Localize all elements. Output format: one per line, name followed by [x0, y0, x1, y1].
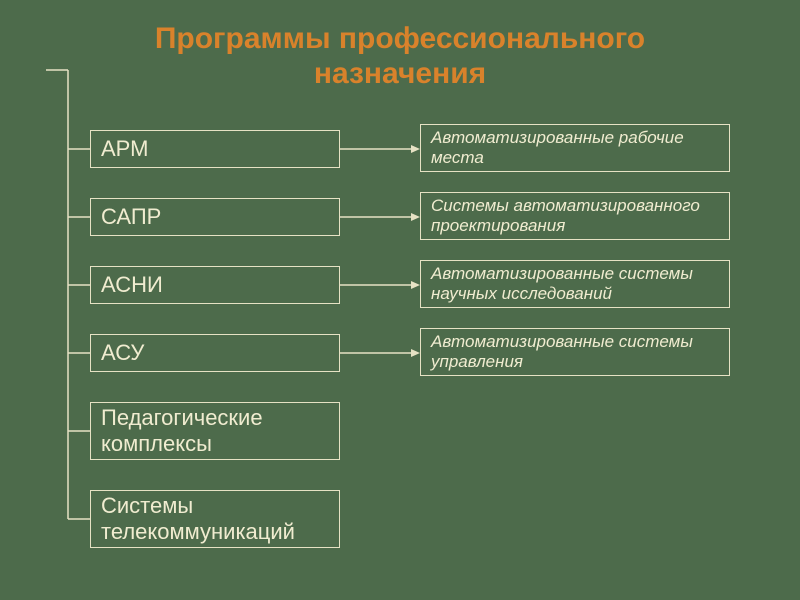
left-box-arm: АРМ — [90, 130, 340, 168]
right-box-arm_d: Автоматизированные рабочие места — [420, 124, 730, 172]
left-box-ped: Педагогические комплексы — [90, 402, 340, 460]
diagram-stage: Программы профессиональногоназначения АР… — [0, 0, 800, 600]
left-box-sapr: САПР — [90, 198, 340, 236]
right-box-sapr_d: Системы автоматизированного проектирован… — [420, 192, 730, 240]
right-box-asni_d: Автоматизированные системы научных иссле… — [420, 260, 730, 308]
right-box-asu_d: Автоматизированные системы управления — [420, 328, 730, 376]
page-title: Программы профессиональногоназначения — [0, 22, 800, 91]
left-box-asu: АСУ — [90, 334, 340, 372]
left-box-tele: Системы телекоммуникаций — [90, 490, 340, 548]
left-box-asni: АСНИ — [90, 266, 340, 304]
